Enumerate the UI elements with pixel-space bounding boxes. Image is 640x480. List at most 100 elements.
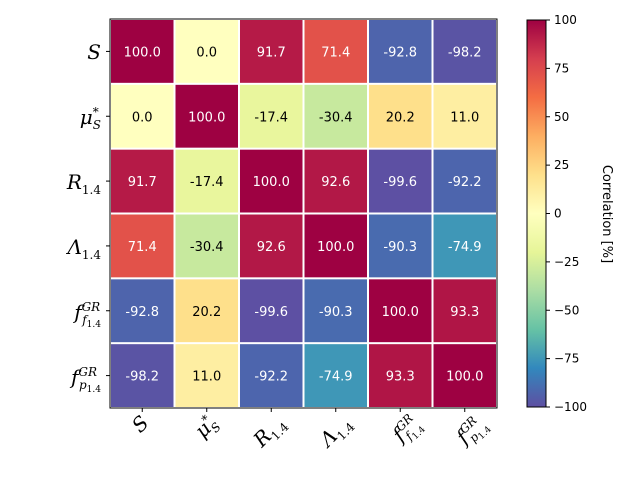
heatmap-cell-r5-c3	[304, 344, 367, 407]
y-tick-label-lambda: Λ1.4	[65, 235, 101, 262]
heatmap-cells: 100.0 0.0 91.7 71.4 -92.8 -98.2 0.0 100.0 -17.4 -…	[111, 20, 496, 407]
heatmap-cell-value-r5-c3: -74.9	[319, 370, 353, 385]
heatmap-cell-r1-c4	[369, 84, 432, 148]
heatmap-cell-value-r0-c3: 71.4	[321, 45, 350, 60]
heatmap-cell-r2-c1	[175, 149, 238, 213]
heatmap-cell-value-r4-c5: 93.3	[450, 305, 479, 320]
x-tick-marks	[141, 408, 466, 412]
heatmap-cell-value-r5-c4: 93.3	[386, 370, 415, 385]
colorbar-tick-label: −75	[554, 352, 579, 366]
heatmap-cell-value-r4-c1: 20.2	[192, 305, 221, 320]
heatmap-cell-value-r2-c2: 100.0	[253, 175, 290, 190]
heatmap-cell-value-r5-c0: -98.2	[125, 370, 159, 385]
heatmap-cell-r3-c0	[111, 214, 174, 278]
x-tick-labels: S μ*S R1.4 Λ1.4 fGRf1.4 fGRp1.4	[127, 410, 494, 454]
heatmap-cell-value-r5-c1: 11.0	[192, 370, 221, 385]
heatmap-cell-value-r1-c2: -17.4	[254, 110, 288, 125]
heatmap-cell-r5-c1	[175, 344, 238, 407]
x-tick-label-lambda: Λ1.4	[313, 410, 357, 454]
heatmap-cell-value-r3-c1: -30.4	[190, 240, 224, 255]
heatmap-cell-value-r4-c0: -92.8	[125, 305, 159, 320]
heatmap-cell-r5-c2	[240, 344, 303, 407]
heatmap-cell-r3-c5	[433, 214, 496, 278]
colorbar-tick-label: 0	[554, 207, 562, 221]
heatmap-cell-value-r4-c3: -90.3	[319, 305, 353, 320]
heatmap-cell-r0-c0	[111, 20, 174, 83]
heatmap-cell-r2-c0	[111, 149, 174, 213]
plot-frame	[109, 18, 498, 409]
heatmap-cell-value-r2-c4: -99.6	[383, 175, 417, 190]
y-tick-marks	[106, 50, 110, 377]
heatmap-cell-value-r3-c4: -90.3	[383, 240, 417, 255]
y-tick-label-ff: fGR f1.4	[72, 300, 101, 330]
colorbar-ticks: 100 75 50 25 0 −25 −50 −75 −100	[546, 13, 587, 414]
heatmap-cell-r0-c4	[369, 20, 432, 83]
x-tick-label-s: S	[127, 411, 154, 438]
heatmap-cell-r3-c3	[304, 214, 367, 278]
heatmap-cell-r1-c0	[111, 84, 174, 148]
heatmap-cell-value-r3-c2: 92.6	[257, 240, 286, 255]
colorbar-tick-label: 25	[554, 158, 569, 172]
colorbar-tick-label: 100	[554, 13, 577, 27]
heatmap-cell-r4-c4	[369, 279, 432, 343]
heatmap-cell-r5-c0	[111, 344, 174, 407]
colorbar-tick-label: −25	[554, 255, 579, 269]
heatmap-cell-r2-c2	[240, 149, 303, 213]
y-tick-label-s: S	[87, 40, 101, 64]
heatmap-cell-r1-c2	[240, 84, 303, 148]
x-tick-label-r: R1.4	[248, 410, 292, 454]
x-tick-label-fp: fGRp1.4	[450, 410, 494, 454]
heatmap-cell-value-r1-c0: 0.0	[132, 110, 153, 125]
heatmap-cell-r2-c3	[304, 149, 367, 213]
heatmap-cell-r5-c5	[433, 344, 496, 407]
heatmap-cell-value-r0-c1: 0.0	[196, 45, 217, 60]
colorbar-tick-label: 75	[554, 61, 569, 75]
y-tick-label-mu: μ* S	[80, 105, 101, 132]
colorbar-tick-label: 50	[554, 110, 569, 124]
heatmap-cell-value-r2-c0: 91.7	[128, 175, 157, 190]
y-tick-label-fp: fGR p1.4	[69, 365, 101, 395]
heatmap-cell-r5-c4	[369, 344, 432, 407]
heatmap-cell-value-r1-c5: 11.0	[450, 110, 479, 125]
heatmap-cell-value-r4-c2: -99.6	[254, 305, 288, 320]
colorbar-tick-label: −50	[554, 303, 579, 317]
heatmap-cell-value-r0-c0: 100.0	[124, 45, 161, 60]
heatmap-cell-r2-c5	[433, 149, 496, 213]
heatmap-cell-value-r1-c4: 20.2	[386, 110, 415, 125]
heatmap-cell-r3-c1	[175, 214, 238, 278]
heatmap-cell-r4-c0	[111, 279, 174, 343]
heatmap-cell-value-r0-c5: -98.2	[448, 45, 482, 60]
heatmap-cell-r0-c5	[433, 20, 496, 83]
x-tick-label-mu: μ*S	[190, 411, 224, 445]
heatmap-cell-r0-c1	[175, 20, 238, 83]
heatmap-cell-value-r5-c5: 100.0	[446, 370, 483, 385]
heatmap-cell-value-r1-c3: -30.4	[319, 110, 353, 125]
heatmap-cell-r2-c4	[369, 149, 432, 213]
heatmap-cell-r4-c5	[433, 279, 496, 343]
heatmap-cell-r4-c3	[304, 279, 367, 343]
heatmap-cell-r4-c2	[240, 279, 303, 343]
heatmap-cell-r3-c4	[369, 214, 432, 278]
heatmap-cell-value-r3-c0: 71.4	[128, 240, 157, 255]
heatmap-cell-r3-c2	[240, 214, 303, 278]
heatmap-cell-r1-c5	[433, 84, 496, 148]
colorbar	[526, 19, 547, 408]
heatmap-cell-value-r3-c3: 100.0	[317, 240, 354, 255]
heatmap-cell-value-r3-c5: -74.9	[448, 240, 482, 255]
heatmap-cell-r1-c3	[304, 84, 367, 148]
heatmap-cell-value-r0-c2: 91.7	[257, 45, 286, 60]
heatmap-cell-value-r4-c4: 100.0	[382, 305, 419, 320]
colorbar-tick-label: −100	[554, 400, 587, 414]
y-tick-label-r: R1.4	[66, 170, 102, 197]
heatmap-cell-value-r5-c2: -92.2	[254, 370, 288, 385]
heatmap-cell-value-r2-c3: 92.6	[321, 175, 350, 190]
heatmap-cell-r4-c1	[175, 279, 238, 343]
y-tick-labels: S μ* S R1.4 Λ1.4 fGR f1.4 fGR p1.4	[65, 40, 101, 395]
heatmap-cell-r0-c2	[240, 20, 303, 83]
x-tick-label-ff: fGRf1.4	[386, 410, 428, 452]
heatmap-cell-r1-c1	[175, 84, 238, 148]
colorbar-label: Correlation [%]	[599, 165, 614, 263]
heatmap-cell-value-r1-c1: 100.0	[188, 110, 225, 125]
heatmap-cell-value-r2-c5: -92.2	[448, 175, 482, 190]
